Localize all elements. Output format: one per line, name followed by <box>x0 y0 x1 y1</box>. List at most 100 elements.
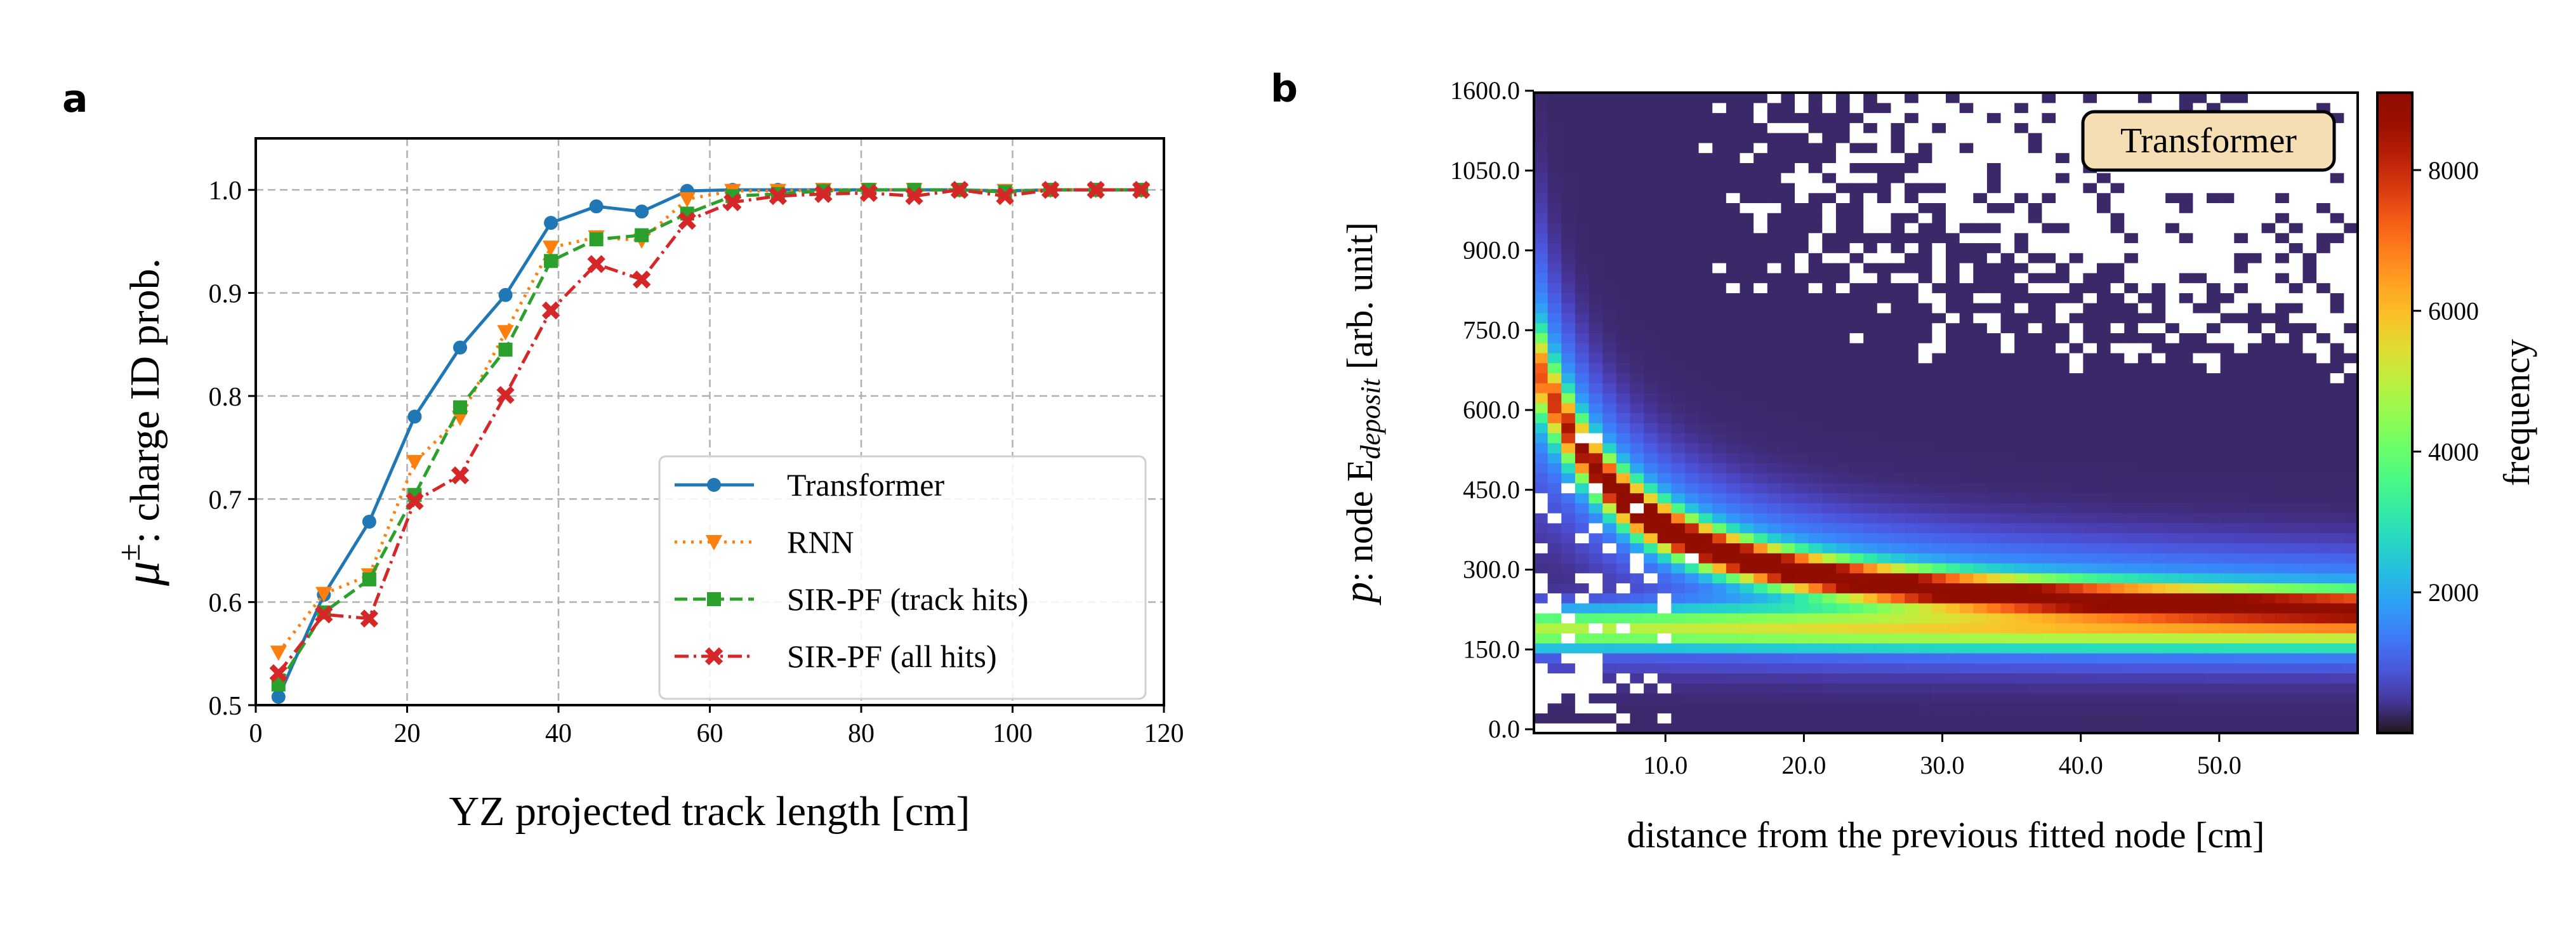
heatmap-cell <box>1959 623 1974 633</box>
heatmap-cell <box>1616 173 1631 183</box>
heatmap-cell <box>1932 643 1946 654</box>
heatmap-cell <box>1740 473 1754 484</box>
heatmap-cell <box>1959 222 1974 234</box>
heatmap-cell <box>2165 453 2180 463</box>
heatmap-cell <box>2151 383 2166 394</box>
heatmap-cell <box>1684 593 1700 604</box>
heatmap-cell <box>1905 362 1919 374</box>
data-point <box>271 690 286 704</box>
data-point <box>678 211 696 230</box>
heatmap-cell <box>1959 232 1974 244</box>
heatmap-cell <box>2151 473 2166 484</box>
heatmap-cell <box>1808 122 1823 133</box>
heatmap-cell <box>2247 473 2262 484</box>
heatmap-cell <box>1740 543 1754 553</box>
heatmap-cell <box>2289 663 2304 674</box>
heatmap-cell <box>1973 503 1988 513</box>
heatmap-cell <box>2302 93 2317 103</box>
heatmap-cell <box>2069 343 2084 354</box>
heatmap-cell <box>1644 142 1658 154</box>
heatmap-cell <box>2000 513 2015 524</box>
heatmap-cell <box>2207 572 2221 584</box>
heatmap-cell <box>1986 373 2002 383</box>
heatmap-cell <box>1589 142 1603 154</box>
heatmap-cell <box>2124 623 2139 633</box>
heatmap-cell <box>1781 352 1795 364</box>
heatmap-cell <box>1781 463 1795 473</box>
x-tick-label: 20 <box>394 719 421 748</box>
heatmap-cell <box>2042 263 2056 274</box>
heatmap-cell <box>2000 142 2015 154</box>
heatmap-cell <box>1767 293 1781 303</box>
heatmap-cell <box>1932 553 1946 564</box>
heatmap-cell <box>2069 453 2084 463</box>
heatmap-cell <box>2124 723 2139 734</box>
heatmap-cell <box>2302 652 2317 664</box>
heatmap-cell <box>1946 192 1960 204</box>
heatmap-cell <box>1589 272 1603 284</box>
heatmap-cell <box>1534 703 1549 714</box>
heatmap-cell <box>1726 493 1741 503</box>
heatmap-cell <box>1808 723 1823 734</box>
heatmap-cell <box>2247 713 2262 724</box>
heatmap-cell <box>2000 603 2015 614</box>
heatmap-cell <box>1932 93 1946 103</box>
heatmap-cell <box>1822 562 1837 574</box>
heatmap-cell <box>1616 162 1631 173</box>
heatmap-cell <box>1822 673 1837 684</box>
heatmap-cell <box>1698 373 1713 383</box>
heatmap-cell <box>2056 362 2070 374</box>
heatmap-cell <box>1726 453 1741 463</box>
heatmap-cell <box>2344 182 2358 194</box>
heatmap-cell <box>2275 333 2290 343</box>
heatmap-cell <box>1932 633 1946 644</box>
heatmap-cell <box>1918 112 1932 123</box>
heatmap-cell <box>2247 522 2262 534</box>
heatmap-cell <box>2028 473 2043 484</box>
heatmap-cell <box>1946 612 1960 624</box>
heatmap-cell <box>1767 392 1781 404</box>
heatmap-cell <box>1630 122 1644 133</box>
heatmap-cell <box>1781 142 1795 154</box>
heatmap-cell <box>2165 173 2180 183</box>
heatmap-cell <box>2220 692 2235 704</box>
heatmap-cell <box>1822 192 1837 204</box>
heatmap-cell <box>2207 673 2221 684</box>
heatmap-cell <box>1849 493 1864 503</box>
heatmap-cell <box>1808 442 1823 454</box>
heatmap-cell <box>1712 522 1727 534</box>
heatmap-cell <box>1561 463 1576 473</box>
heatmap-cell <box>1671 473 1686 484</box>
heatmap-cell <box>1657 202 1672 213</box>
heatmap-cell <box>2056 703 2070 714</box>
heatmap-cell <box>2096 503 2111 513</box>
heatmap-cell <box>1808 503 1823 513</box>
heatmap-cell <box>1644 293 1658 303</box>
heatmap-cell <box>1986 293 2002 303</box>
heatmap-cell <box>2124 553 2139 564</box>
heatmap-cell <box>1835 473 1851 484</box>
heatmap-cell <box>2069 93 2084 103</box>
heatmap-cell <box>2165 322 2180 333</box>
heatmap-cell <box>1822 133 1837 143</box>
heatmap-cell <box>1616 282 1631 293</box>
legend-entry: SIR-PF (track hits) <box>675 581 1029 617</box>
heatmap-cell <box>2028 623 2043 633</box>
heatmap-cell <box>1698 543 1713 553</box>
heatmap-cell <box>1849 692 1864 704</box>
heatmap-cell <box>1986 692 2002 704</box>
heatmap-cell <box>2330 392 2344 404</box>
heatmap-cell <box>2110 703 2125 714</box>
heatmap-cell <box>1589 133 1603 143</box>
heatmap-cell <box>2179 253 2193 263</box>
heatmap-cell <box>2179 303 2193 314</box>
x-tick-label: 0 <box>249 719 263 748</box>
heatmap-cell <box>1630 482 1644 494</box>
heatmap-cell <box>2275 373 2290 383</box>
heatmap-cell <box>1547 293 1562 303</box>
heatmap-cell <box>2165 603 2180 614</box>
heatmap-cell <box>1698 242 1713 253</box>
heatmap-cell <box>1918 453 1932 463</box>
heatmap-cell <box>1671 182 1686 194</box>
heatmap-cell <box>1671 423 1686 433</box>
